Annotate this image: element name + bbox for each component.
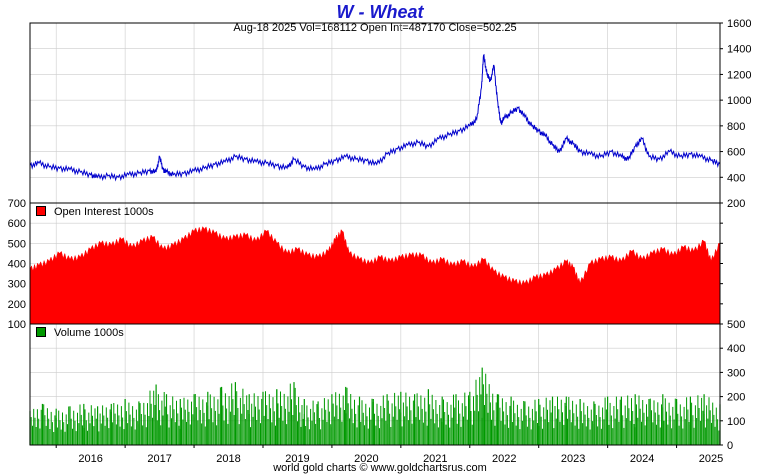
x-tick-label: 2022 (492, 453, 516, 465)
footer-credit: world gold charts © www.goldchartsrus.co… (273, 462, 487, 474)
open-interest-legend-label: Open Interest 1000s (54, 206, 154, 218)
open-interest-legend: Open Interest 1000s (36, 206, 154, 218)
y-tick-label: 300 (8, 279, 26, 291)
y-tick-label: 1000 (727, 95, 751, 107)
panel-frame (29, 323, 721, 446)
y-tick-label: 500 (8, 238, 26, 250)
x-tick-label: 2016 (78, 453, 102, 465)
x-tick-label: 2021 (423, 453, 447, 465)
x-tick-label: 2020 (354, 453, 378, 465)
y-tick-label: 0 (727, 440, 733, 452)
y-tick-label: 100 (8, 319, 26, 331)
y-tick-label: 800 (727, 121, 745, 133)
y-tick-label: 200 (727, 198, 745, 210)
open-interest-swatch (36, 206, 46, 216)
y-tick-label: 200 (727, 392, 745, 404)
y-tick-label: 200 (8, 299, 26, 311)
x-tick-label: 2024 (630, 453, 654, 465)
y-tick-label: 1200 (727, 69, 751, 81)
y-tick-label: 300 (727, 367, 745, 379)
x-tick-label: 2023 (561, 453, 585, 465)
y-tick-label: 1400 (727, 44, 751, 56)
y-tick-label: 600 (8, 218, 26, 230)
y-tick-label: 100 (727, 416, 745, 428)
chart-title: W - Wheat (336, 2, 424, 22)
price-line (29, 53, 721, 182)
y-tick-label: 500 (727, 319, 745, 331)
y-tick-label: 1600 (727, 18, 751, 30)
volume-legend-label: Volume 1000s (54, 327, 124, 339)
x-tick-label: 2019 (285, 453, 309, 465)
x-tick-label: 2017 (147, 453, 171, 465)
y-tick-label: 700 (8, 198, 26, 210)
volume-legend: Volume 1000s (36, 327, 124, 339)
x-tick-label: 2018 (216, 453, 240, 465)
y-tick-label: 400 (8, 259, 26, 271)
y-tick-label: 400 (727, 343, 745, 355)
y-tick-label: 600 (727, 147, 745, 159)
chart-stats: Aug-18 2025 Vol=168112 Open Int=487170 C… (233, 22, 517, 34)
y-tick-label: 400 (727, 172, 745, 184)
open-interest-area (29, 226, 721, 325)
volume-swatch (36, 327, 46, 337)
x-tick-label: 2025 (699, 453, 723, 465)
